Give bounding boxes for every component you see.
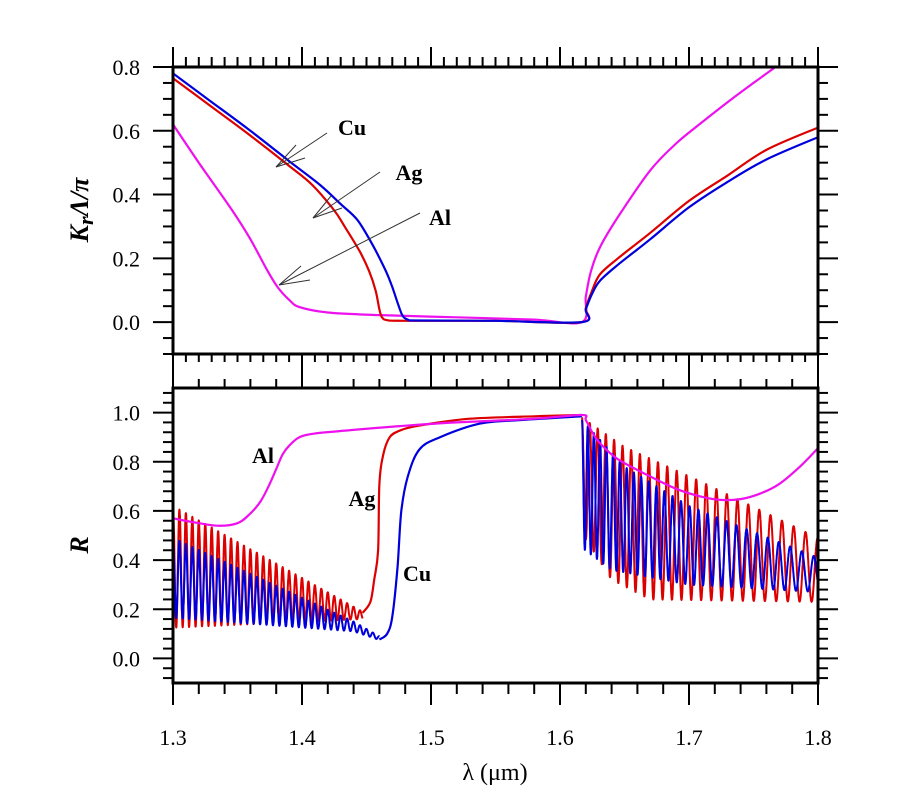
annotation-label-al-r: Al [252, 443, 274, 468]
bottom-panel-ylabel: R [65, 536, 94, 554]
x-tick-label: 1.8 [804, 725, 832, 750]
y-tick-label: 0.8 [113, 55, 141, 80]
annotation-label-cu-r: Cu [403, 561, 431, 586]
y-tick-label: 0.4 [113, 548, 141, 573]
top-panel-curves [173, 67, 818, 325]
top-series-al [173, 67, 777, 325]
top-panel: 0.0 0.2 0.4 0.6 0.8 KrΛ/π Cu Ag Al [65, 47, 838, 388]
bottom-series-ag [361, 413, 582, 614]
x-tick-label: 1.6 [546, 725, 574, 750]
x-tick-label: 1.3 [159, 725, 187, 750]
x-tick-label: 1.5 [417, 725, 445, 750]
top-panel-ytick-labels: 0.0 0.2 0.4 0.6 0.8 [113, 55, 141, 335]
bottom-series-cu-oscillation-left [173, 537, 381, 640]
x-tick-label: 1.4 [288, 725, 316, 750]
y-tick-label: 0.2 [113, 597, 141, 622]
top-panel-ylabel: KrΛ/π [65, 177, 98, 243]
y-tick-label: 0.6 [113, 119, 141, 144]
y-tick-label: 0.2 [113, 246, 141, 271]
bottom-series-al [173, 413, 818, 527]
top-series-ag [173, 77, 818, 324]
top-panel-frame [171, 65, 820, 356]
annotation-label-cu: Cu [338, 115, 366, 140]
y-tick-label: 0.0 [113, 310, 141, 335]
bottom-panel-frame [171, 386, 820, 685]
y-tick-label: 0.8 [113, 450, 141, 475]
bottom-panel-ytick-labels: 0.0 0.2 0.4 0.6 0.8 1.0 [113, 401, 141, 672]
annotation-label-ag-r: Ag [349, 486, 376, 511]
bottom-curves-clip [173, 413, 818, 641]
bottom-panel: 0.00.20.40.60.81.0 1.3 1.4 1.5 1.6 1.7 1.8 R … [65, 379, 838, 786]
bottom-panel-curves [173, 413, 818, 641]
annotation-arrow-ag [312, 171, 381, 219]
top-series-cu [173, 72, 818, 324]
bottom-panel-ticks [153, 379, 838, 705]
bottom-series-cu-oscillation-right [580, 419, 818, 593]
y-tick-label: 0.6 [113, 499, 141, 524]
x-tick-label: 1.7 [675, 725, 703, 750]
y-tick-label: 0.4 [113, 183, 141, 208]
x-axis-title: λ (μm) [462, 760, 527, 786]
bottom-panel-xtick-labels: 1.3 1.4 1.5 1.6 1.7 1.8 [159, 725, 832, 750]
annotation-arrow-cu [275, 132, 328, 168]
y-tick-label: 0.0 [113, 646, 141, 671]
y-tick-label: 1.0 [113, 401, 141, 426]
annotation-label-ag: Ag [396, 160, 423, 185]
top-curves-clip [173, 67, 818, 325]
annotation-arrow-al [278, 212, 421, 286]
annotation-label-al: Al [429, 205, 451, 230]
top-panel-ticks [153, 47, 838, 388]
